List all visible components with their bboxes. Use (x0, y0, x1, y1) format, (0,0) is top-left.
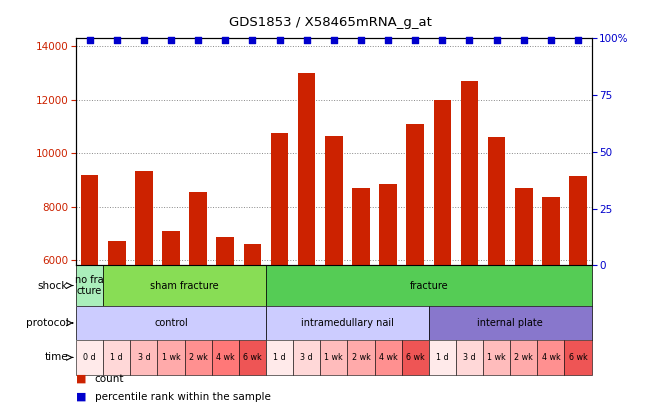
Point (112, 36, 122, 43)
Bar (564, 340, 592, 375)
Bar (157, 340, 184, 375)
Bar (184, 340, 212, 375)
Text: internal plate: internal plate (477, 318, 543, 328)
Text: ■: ■ (76, 374, 87, 384)
Bar (76, 340, 103, 375)
Bar (429, 306, 592, 340)
Bar (407, 124, 424, 405)
Point (518, 36, 529, 43)
Text: percentile rank within the sample: percentile rank within the sample (95, 392, 270, 402)
Bar (212, 340, 239, 375)
Bar (429, 340, 456, 375)
Point (247, 36, 258, 43)
Bar (488, 137, 506, 405)
Bar (379, 184, 397, 405)
Point (329, 36, 339, 43)
Bar (103, 265, 266, 306)
Text: shock: shock (38, 281, 68, 290)
Text: 6 wk: 6 wk (243, 353, 262, 362)
Bar (320, 340, 348, 375)
Bar (569, 176, 587, 405)
Bar (298, 73, 315, 405)
Bar (244, 244, 261, 405)
Bar (325, 136, 342, 405)
Point (85, 36, 95, 43)
Point (464, 36, 475, 43)
Text: no fra
cture: no fra cture (75, 275, 104, 296)
Bar (510, 340, 537, 375)
Text: 1 wk: 1 wk (487, 353, 506, 362)
Text: 1 wk: 1 wk (325, 353, 343, 362)
Bar (108, 241, 126, 405)
Text: GDS1853 / X58465mRNA_g_at: GDS1853 / X58465mRNA_g_at (229, 16, 432, 29)
Bar (293, 340, 320, 375)
Point (274, 36, 285, 43)
Text: 1 d: 1 d (273, 353, 286, 362)
Text: 3 d: 3 d (463, 353, 476, 362)
Bar (402, 340, 429, 375)
Text: 4 wk: 4 wk (379, 353, 397, 362)
Bar (103, 340, 130, 375)
Text: 2 wk: 2 wk (188, 353, 208, 362)
Text: 1 wk: 1 wk (162, 353, 180, 362)
Text: 2 wk: 2 wk (514, 353, 533, 362)
Text: intramedullary nail: intramedullary nail (301, 318, 394, 328)
Point (166, 36, 176, 43)
Bar (266, 340, 293, 375)
Bar (515, 188, 533, 405)
Bar (239, 340, 266, 375)
Text: 4 wk: 4 wk (541, 353, 561, 362)
Text: 3 d: 3 d (137, 353, 150, 362)
Bar (266, 306, 429, 340)
Text: time: time (45, 352, 68, 362)
Text: count: count (95, 374, 124, 384)
Point (437, 36, 447, 43)
Bar (271, 133, 288, 405)
Bar (189, 192, 207, 405)
Point (410, 36, 420, 43)
Bar (76, 265, 103, 306)
Bar (352, 188, 369, 405)
Text: sham fracture: sham fracture (150, 281, 219, 290)
Point (356, 36, 366, 43)
Bar (542, 197, 560, 405)
Text: fracture: fracture (409, 281, 448, 290)
Bar (162, 230, 180, 405)
Text: protocol: protocol (26, 318, 68, 328)
Text: 1 d: 1 d (110, 353, 123, 362)
Text: 3 d: 3 d (300, 353, 313, 362)
Point (220, 36, 231, 43)
Bar (434, 100, 451, 405)
Point (301, 36, 312, 43)
Bar (461, 81, 479, 405)
Bar (266, 265, 592, 306)
Text: 6 wk: 6 wk (406, 353, 424, 362)
Point (193, 36, 204, 43)
Text: 4 wk: 4 wk (216, 353, 235, 362)
Bar (81, 175, 98, 405)
Bar (348, 340, 375, 375)
Bar (456, 340, 483, 375)
Text: 0 d: 0 d (83, 353, 96, 362)
Bar (483, 340, 510, 375)
Point (572, 36, 583, 43)
Bar (76, 306, 266, 340)
Text: 6 wk: 6 wk (568, 353, 588, 362)
Bar (130, 340, 157, 375)
Bar (537, 340, 564, 375)
Text: control: control (154, 318, 188, 328)
Point (383, 36, 393, 43)
Point (491, 36, 502, 43)
Bar (375, 340, 402, 375)
Text: 2 wk: 2 wk (352, 353, 370, 362)
Point (545, 36, 556, 43)
Text: ■: ■ (76, 392, 87, 402)
Text: 1 d: 1 d (436, 353, 449, 362)
Bar (135, 171, 153, 405)
Point (139, 36, 149, 43)
Bar (216, 237, 234, 405)
